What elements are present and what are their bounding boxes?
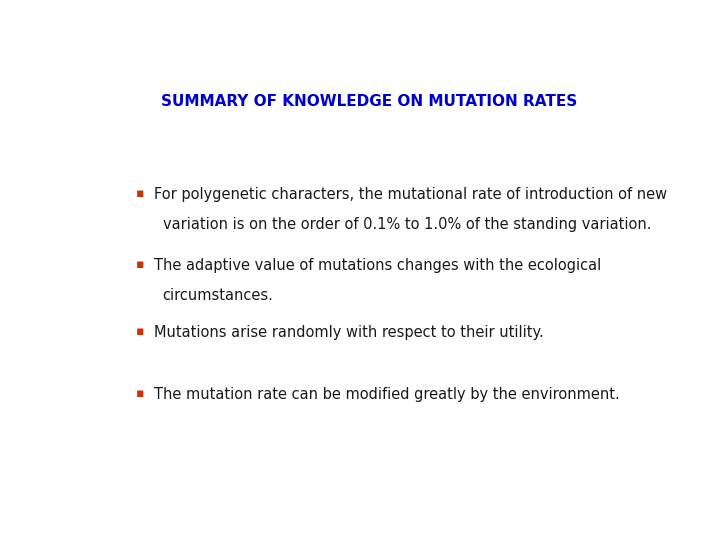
Text: circumstances.: circumstances. — [163, 288, 274, 303]
Text: The mutation rate can be modified greatly by the environment.: The mutation rate can be modified greatl… — [154, 387, 620, 402]
Text: Mutations arise randomly with respect to their utility.: Mutations arise randomly with respect to… — [154, 325, 544, 340]
Text: ▪: ▪ — [136, 387, 145, 400]
Text: For polygenetic characters, the mutational rate of introduction of new: For polygenetic characters, the mutation… — [154, 187, 667, 202]
Text: ▪: ▪ — [136, 187, 145, 200]
Text: The adaptive value of mutations changes with the ecological: The adaptive value of mutations changes … — [154, 258, 601, 273]
Text: SUMMARY OF KNOWLEDGE ON MUTATION RATES: SUMMARY OF KNOWLEDGE ON MUTATION RATES — [161, 94, 577, 109]
Text: variation is on the order of 0.1% to 1.0% of the standing variation.: variation is on the order of 0.1% to 1.0… — [163, 218, 651, 232]
Text: ▪: ▪ — [136, 325, 145, 338]
Text: ▪: ▪ — [136, 258, 145, 271]
